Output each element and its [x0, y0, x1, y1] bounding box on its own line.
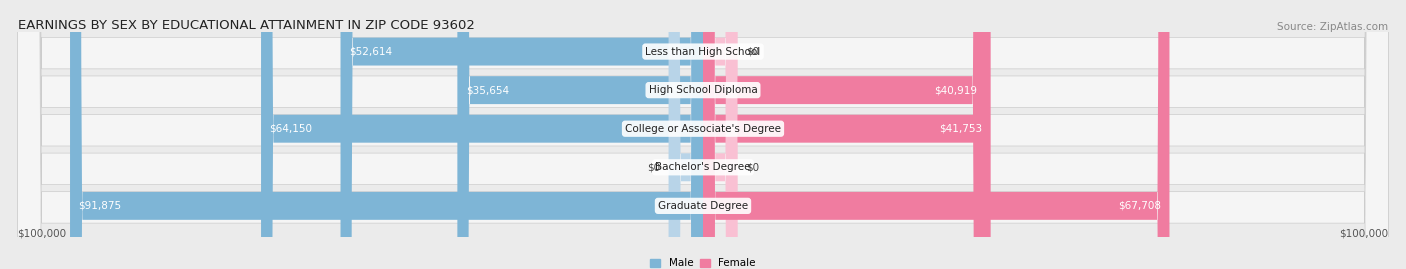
- Text: $35,654: $35,654: [465, 85, 509, 95]
- Text: $100,000: $100,000: [1340, 229, 1389, 239]
- Text: Bachelor's Degree: Bachelor's Degree: [655, 162, 751, 172]
- FancyBboxPatch shape: [70, 0, 703, 269]
- Legend: Male, Female: Male, Female: [650, 258, 756, 268]
- Text: $40,919: $40,919: [934, 85, 977, 95]
- FancyBboxPatch shape: [703, 0, 986, 269]
- Text: $91,875: $91,875: [79, 201, 121, 211]
- Text: EARNINGS BY SEX BY EDUCATIONAL ATTAINMENT IN ZIP CODE 93602: EARNINGS BY SEX BY EDUCATIONAL ATTAINMEN…: [17, 19, 474, 32]
- Text: $0: $0: [745, 162, 759, 172]
- Text: $52,614: $52,614: [349, 47, 392, 56]
- FancyBboxPatch shape: [17, 0, 1389, 269]
- Text: $64,150: $64,150: [270, 124, 312, 134]
- FancyBboxPatch shape: [17, 0, 1389, 269]
- FancyBboxPatch shape: [17, 0, 1389, 269]
- FancyBboxPatch shape: [668, 0, 703, 269]
- Text: $0: $0: [745, 47, 759, 56]
- FancyBboxPatch shape: [703, 0, 738, 269]
- Text: Graduate Degree: Graduate Degree: [658, 201, 748, 211]
- FancyBboxPatch shape: [703, 0, 991, 269]
- FancyBboxPatch shape: [17, 0, 1389, 269]
- Text: College or Associate's Degree: College or Associate's Degree: [626, 124, 780, 134]
- FancyBboxPatch shape: [457, 0, 703, 269]
- Text: $100,000: $100,000: [17, 229, 66, 239]
- Text: Less than High School: Less than High School: [645, 47, 761, 56]
- Text: Source: ZipAtlas.com: Source: ZipAtlas.com: [1278, 22, 1389, 32]
- Text: $41,753: $41,753: [939, 124, 983, 134]
- Text: High School Diploma: High School Diploma: [648, 85, 758, 95]
- FancyBboxPatch shape: [262, 0, 703, 269]
- FancyBboxPatch shape: [17, 0, 1389, 269]
- FancyBboxPatch shape: [703, 0, 738, 269]
- FancyBboxPatch shape: [340, 0, 703, 269]
- FancyBboxPatch shape: [703, 0, 1170, 269]
- Text: $67,708: $67,708: [1118, 201, 1161, 211]
- Text: $0: $0: [647, 162, 661, 172]
